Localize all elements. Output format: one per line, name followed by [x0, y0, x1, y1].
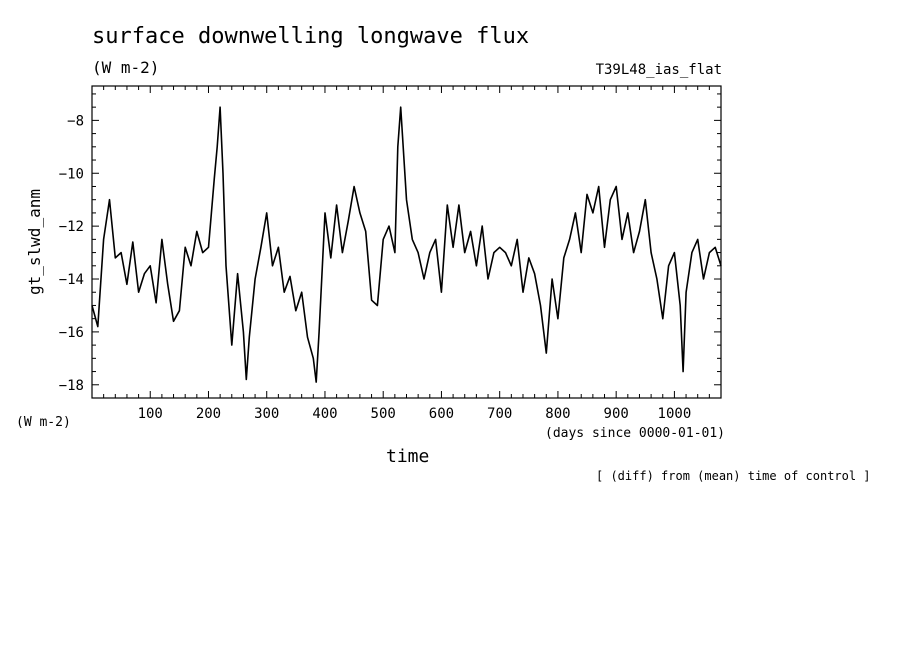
chart-title: surface downwelling longwave flux: [92, 24, 530, 49]
x-tick-label: 500: [371, 406, 396, 422]
x-tick-label: 300: [254, 406, 279, 422]
x-tick-label: 700: [487, 406, 512, 422]
x-tick-label: 800: [545, 406, 570, 422]
y-tick-label: −14: [59, 272, 84, 288]
x-tick-label: 400: [312, 406, 337, 422]
y-tick-label: −16: [59, 325, 84, 341]
y-axis-label: gt_slwd_anm: [25, 189, 44, 295]
x-axis-label: time: [386, 446, 430, 467]
x-unit-label: (days since 0000-01-01): [545, 426, 726, 441]
chart-units: (W m-2): [92, 58, 160, 77]
x-tick-label: 1000: [658, 406, 692, 422]
x-tick-label: 200: [196, 406, 221, 422]
y-tick-label: −10: [59, 166, 84, 182]
y-tick-label: −8: [67, 113, 84, 129]
comparison-note: [ (diff) from (mean) time of control ]: [596, 469, 871, 483]
y-tick-label: −12: [59, 219, 84, 235]
x-tick-label: 100: [138, 406, 163, 422]
x-tick-label: 600: [429, 406, 454, 422]
plot-frame: [91, 85, 722, 399]
series-line: [91, 106, 722, 383]
y-tick-label: −18: [59, 378, 84, 394]
run-label: T39L48_ias_flat: [595, 62, 722, 78]
x-tick-label: 900: [604, 406, 629, 422]
y-unit-label: (W m-2): [16, 415, 71, 430]
